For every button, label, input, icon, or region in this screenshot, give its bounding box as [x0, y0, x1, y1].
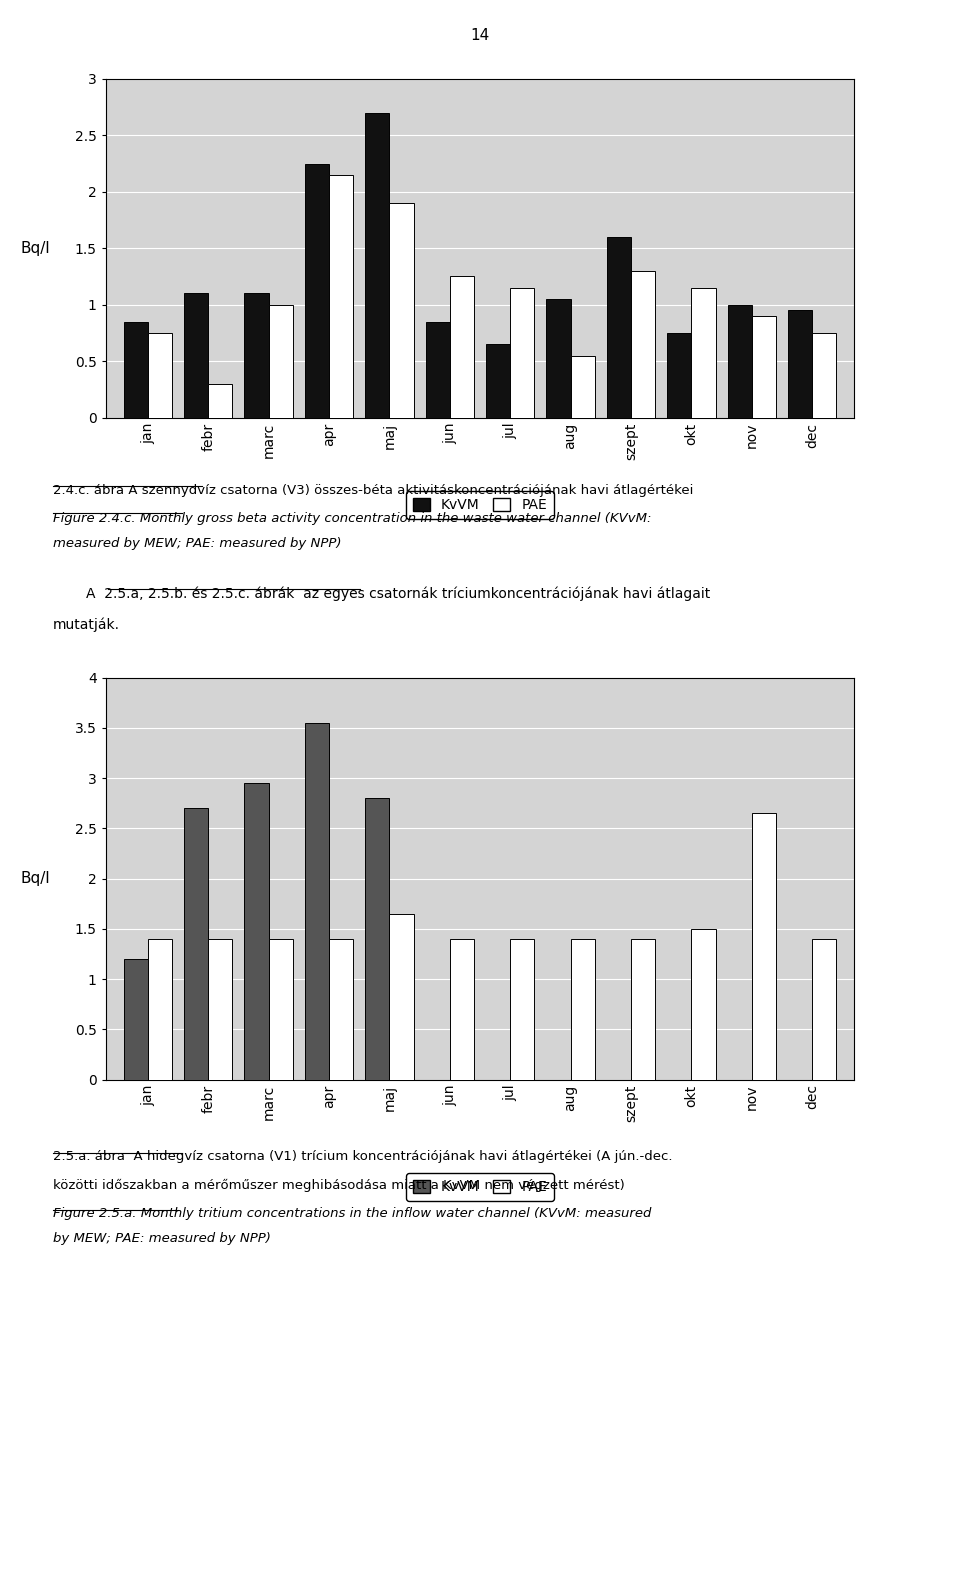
Bar: [510, 288, 535, 418]
Text: measured by MEW; PAE: measured by NPP): measured by MEW; PAE: measured by NPP): [53, 537, 342, 550]
Bar: [124, 322, 148, 418]
Bar: [245, 783, 269, 1080]
Text: A  2.5.a, 2.5.b. és 2.5.c. ábrák  az egyes csatornák tríciumkoncentrációjának ha: A 2.5.a, 2.5.b. és 2.5.c. ábrák az egyes…: [86, 586, 710, 600]
Text: by MEW; PAE: measured by NPP): by MEW; PAE: measured by NPP): [53, 1232, 271, 1245]
Bar: [450, 939, 474, 1080]
Bar: [546, 299, 570, 418]
Bar: [208, 385, 232, 418]
Bar: [631, 271, 655, 418]
Bar: [788, 310, 812, 418]
Bar: [365, 797, 390, 1080]
Text: 14: 14: [470, 28, 490, 44]
Bar: [607, 236, 631, 418]
Bar: [245, 293, 269, 418]
Bar: [184, 293, 208, 418]
Bar: [425, 322, 450, 418]
Bar: [450, 276, 474, 418]
Legend: KvVM, PAE: KvVM, PAE: [406, 1173, 554, 1201]
Bar: [184, 808, 208, 1080]
Text: 2.5.a. ábra  A hidegvíz csatorna (V1) trícium koncentrációjának havi átlagértéke: 2.5.a. ábra A hidegvíz csatorna (V1) trí…: [53, 1150, 672, 1163]
Bar: [752, 813, 776, 1080]
Bar: [691, 928, 715, 1080]
Bar: [390, 203, 414, 418]
Bar: [631, 939, 655, 1080]
Bar: [812, 939, 836, 1080]
Text: Figure 2.4.c. Monthly gross beta activity concentration in the waste water chann: Figure 2.4.c. Monthly gross beta activit…: [53, 512, 651, 525]
Y-axis label: Bq/l: Bq/l: [21, 872, 51, 886]
Bar: [486, 344, 510, 418]
Legend: KvVM, PAE: KvVM, PAE: [406, 492, 554, 519]
Bar: [269, 939, 293, 1080]
Bar: [305, 723, 329, 1080]
Bar: [570, 939, 595, 1080]
Bar: [691, 288, 715, 418]
Bar: [269, 304, 293, 418]
Bar: [148, 939, 172, 1080]
Y-axis label: Bq/l: Bq/l: [21, 241, 51, 255]
Bar: [305, 164, 329, 418]
Bar: [329, 939, 353, 1080]
Text: 2.4.c. ábra A szennydvíz csatorna (V3) összes-béta aktivitáskoncentrációjának ha: 2.4.c. ábra A szennydvíz csatorna (V3) ö…: [53, 484, 693, 496]
Text: Figure 2.5.a. Monthly tritium concentrations in the inflow water channel (KVvM: : Figure 2.5.a. Monthly tritium concentrat…: [53, 1207, 651, 1220]
Bar: [329, 175, 353, 418]
Bar: [365, 113, 390, 418]
Bar: [124, 958, 148, 1080]
Bar: [208, 939, 232, 1080]
Bar: [148, 333, 172, 418]
Bar: [752, 317, 776, 418]
Bar: [667, 333, 691, 418]
Bar: [570, 356, 595, 418]
Text: mutatják.: mutatják.: [53, 618, 120, 632]
Bar: [812, 333, 836, 418]
Bar: [390, 914, 414, 1080]
Bar: [510, 939, 535, 1080]
Text: közötti időszakban a mérőműszer meghibásodása miatt a KvVM nem végzett mérést): közötti időszakban a mérőműszer meghibás…: [53, 1179, 625, 1191]
Bar: [728, 304, 752, 418]
